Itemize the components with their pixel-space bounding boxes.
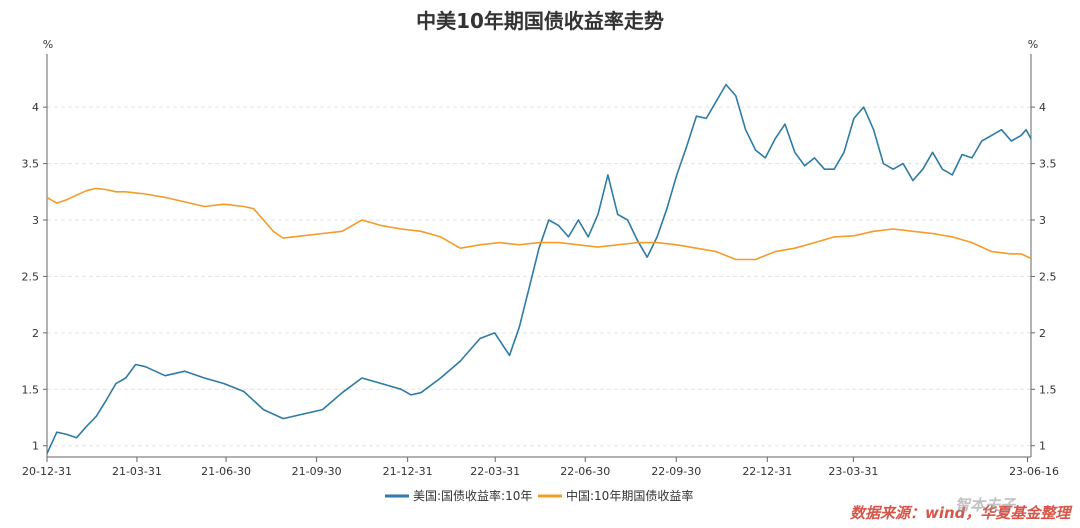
y-tick-label-right: 3 (1039, 214, 1046, 227)
axes (43, 54, 1035, 462)
x-tick-label: 21-12-31 (383, 465, 433, 478)
watermark-source: 数据来源：wind，华夏基金整理 (850, 504, 1073, 522)
series-line-cn (46, 187, 1032, 261)
y-tick-label-left: 3 (32, 214, 39, 227)
x-tick-label: 23-03-31 (828, 465, 878, 478)
watermark: 数据来源：wind，华夏基金整理 智本夫子 (850, 496, 1073, 522)
legend-item-us[interactable]: 美国:国债收益率:10年 (385, 488, 532, 503)
series-line-us (46, 83, 1032, 454)
watermark-author: 智本夫子 (955, 496, 1017, 514)
x-tick-label: 21-03-31 (112, 465, 162, 478)
legend-label-us: 美国:国债收益率:10年 (413, 488, 532, 503)
left-axis-unit: % (43, 38, 53, 51)
gridlines (47, 106, 1031, 447)
y-tick-label-left: 2 (32, 327, 39, 340)
legend-label-cn: 中国:10年期国债收益率 (566, 488, 693, 503)
y-tick-label-left: 3.5 (22, 158, 40, 171)
x-tick-label: 20-12-31 (22, 465, 72, 478)
chart-title: 中美10年期国债收益率走势 (416, 9, 664, 33)
y-tick-label-right: 1.5 (1039, 383, 1057, 396)
y-tick-label-right: 3.5 (1039, 158, 1057, 171)
y-tick-label-left: 1 (32, 440, 39, 453)
y-tick-label-left: 2.5 (22, 270, 40, 283)
y-tick-label-right: 2.5 (1039, 270, 1057, 283)
y-tick-label-right: 2 (1039, 327, 1046, 340)
legend-item-cn[interactable]: 中国:10年期国债收益率 (538, 488, 693, 503)
series-lines (46, 83, 1032, 454)
y-tick-label-right: 4 (1039, 101, 1046, 114)
x-tick-label: 22-12-31 (742, 465, 792, 478)
y-tick-labels: 1 1 1.5 1.5 2 2 2.5 2.5 3 3 3.5 3.5 4 4 (22, 101, 1057, 453)
y-tick-label-right: 1 (1039, 440, 1046, 453)
legend[interactable]: 美国:国债收益率:10年 中国:10年期国债收益率 (385, 488, 693, 503)
y-tick-label-left: 4 (32, 101, 39, 114)
y-tick-label-left: 1.5 (22, 383, 40, 396)
x-tick-label: 22-06-30 (560, 465, 610, 478)
x-tick-label: 23-06-16 (1009, 465, 1059, 478)
x-tick-labels: 20-12-31 21-03-31 21-06-30 21-09-30 21-12-31… (22, 465, 1059, 478)
right-axis-unit: % (1028, 38, 1038, 51)
x-tick-label: 22-03-31 (470, 465, 520, 478)
x-tick-label: 21-09-30 (292, 465, 342, 478)
x-tick-label: 22-09-30 (651, 465, 701, 478)
x-tick-label: 21-06-30 (201, 465, 251, 478)
